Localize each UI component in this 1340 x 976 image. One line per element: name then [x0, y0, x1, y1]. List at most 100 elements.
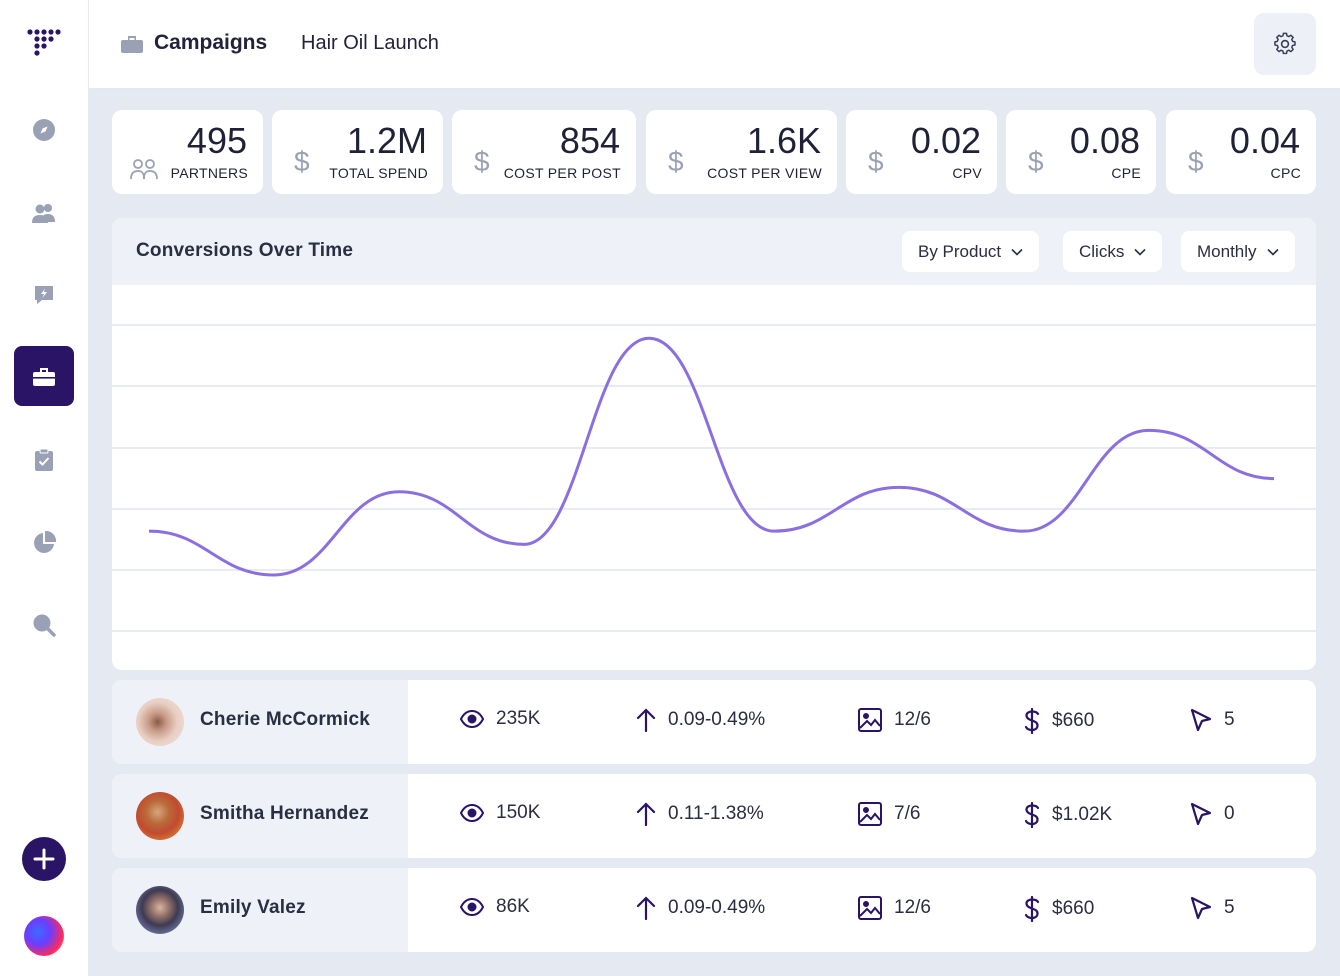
dollar-icon: $ [1188, 146, 1204, 177]
engagement-rate-metric: 0.09-0.49% [636, 896, 765, 920]
posts-metric: 12/6 [858, 896, 931, 920]
stat-label: TOTAL SPEND [329, 165, 428, 181]
nav-tasks[interactable] [29, 445, 59, 475]
stat-value: 0.08 [1069, 120, 1140, 161]
clicks-value: 0 [1224, 803, 1235, 824]
stat-value: 0.02 [910, 120, 981, 161]
posts-value: 7/6 [894, 803, 921, 824]
posts-metric: 7/6 [858, 802, 920, 826]
spend-value: $1.02K [1052, 804, 1113, 825]
partner-row[interactable]: Smitha Hernandez 150K 0.11-1.38% 7/6 $1.… [112, 774, 1316, 858]
nav-campaigns[interactable] [14, 346, 74, 406]
views-metric: 235K [460, 708, 540, 730]
chart-header: Conversions Over Time By Product Clicks … [112, 218, 1316, 285]
chevron-down-icon [1134, 248, 1146, 256]
arrow-up-icon [636, 896, 656, 920]
engagement-rate-metric: 0.09-0.49% [636, 708, 765, 732]
dollar-icon [1024, 708, 1040, 734]
partner-name-cell: Smitha Hernandez [112, 774, 408, 858]
image-icon [858, 708, 882, 732]
dollar-icon: $ [474, 146, 490, 177]
engagement-rate-metric: 0.11-1.38% [636, 802, 764, 826]
stat-label: CPE [1111, 165, 1141, 181]
spend-value: $660 [1052, 710, 1095, 731]
stat-card-cpe: $ 0.08 CPE [1006, 110, 1156, 194]
nav-search[interactable] [29, 610, 59, 640]
stat-card-cost-per-view: $ 1.6K COST PER VIEW [646, 110, 837, 194]
compass-icon [33, 119, 55, 141]
nav-messages[interactable] [29, 280, 59, 310]
posts-value: 12/6 [894, 897, 931, 918]
avatar [136, 792, 184, 840]
stat-card-cpc: $ 0.04 CPC [1166, 110, 1316, 194]
user-avatar[interactable] [24, 916, 64, 956]
nav-analytics[interactable] [29, 528, 59, 558]
views-metric: 150K [460, 802, 540, 824]
posts-metric: 12/6 [858, 708, 931, 732]
add-button[interactable] [22, 837, 66, 881]
settings-button[interactable] [1254, 13, 1316, 75]
nav-partners[interactable] [29, 198, 59, 228]
stat-card-partners: 495 PARTNERS [112, 110, 263, 194]
views-value: 235K [496, 708, 541, 729]
stat-value: 1.2M [346, 120, 427, 161]
cursor-icon [1190, 802, 1212, 826]
dollar-icon: $ [294, 146, 310, 177]
stat-card-cost-per-post: $ 854 COST PER POST [452, 110, 636, 194]
views-metric: 86K [460, 896, 530, 918]
dropdown-label: Monthly [1197, 241, 1257, 261]
nav-explore[interactable] [29, 115, 59, 145]
stat-card-cpv: $ 0.02 CPV [846, 110, 997, 194]
stat-card-total-spend: $ 1.2M TOTAL SPEND [272, 110, 443, 194]
stat-value: 1.6K [746, 120, 821, 161]
main-content: 495 PARTNERS $ 1.2M TOTAL SPEND $ 854 CO… [89, 89, 1340, 976]
briefcase-icon [33, 368, 55, 386]
clicks-value: 5 [1224, 709, 1235, 730]
partner-row[interactable]: Cherie McCormick 235K 0.09-0.49% 12/6 $6… [112, 680, 1316, 764]
stat-label: CPV [952, 165, 982, 181]
stat-value: 495 [186, 120, 247, 161]
arrow-up-icon [636, 802, 656, 826]
views-value: 86K [496, 896, 530, 917]
clicks-value: 5 [1224, 897, 1235, 918]
logo-icon[interactable] [26, 28, 62, 58]
message-bolt-icon [35, 286, 53, 304]
spend-metric: $660 [1024, 896, 1094, 922]
page-title: Campaigns [154, 31, 268, 54]
period-filter-dropdown[interactable]: Monthly [1181, 231, 1295, 272]
image-icon [858, 802, 882, 826]
rate-value: 0.11-1.38% [668, 803, 764, 824]
search-icon [33, 614, 56, 637]
product-filter-dropdown[interactable]: By Product [902, 231, 1040, 272]
series-line [148, 336, 1275, 577]
cursor-icon [1190, 708, 1212, 732]
clicks-metric: 0 [1190, 802, 1235, 826]
partner-name: Smitha Hernandez [200, 803, 369, 824]
partner-name: Emily Valez [200, 897, 306, 918]
users-icon [32, 204, 55, 223]
dollar-icon: $ [1028, 146, 1044, 177]
rate-value: 0.09-0.49% [668, 897, 766, 918]
stat-label: COST PER POST [503, 165, 621, 181]
chevron-down-icon [1266, 248, 1279, 256]
clipboard-check-icon [35, 448, 53, 471]
stat-label: PARTNERS [170, 165, 248, 181]
sidebar [0, 0, 89, 976]
eye-icon [460, 804, 484, 822]
image-icon [858, 896, 882, 920]
spend-metric: $660 [1024, 708, 1094, 734]
clicks-metric: 5 [1190, 708, 1235, 732]
chart-title: Conversions Over Time [136, 240, 354, 261]
dropdown-label: Clicks [1079, 241, 1125, 261]
clicks-metric: 5 [1190, 896, 1235, 920]
campaign-name: Hair Oil Launch [301, 32, 439, 54]
rate-value: 0.09-0.49% [668, 709, 766, 730]
metric-filter-dropdown[interactable]: Clicks [1063, 231, 1163, 272]
eye-icon [460, 898, 484, 916]
cursor-icon [1190, 896, 1212, 920]
top-header: Campaigns Hair Oil Launch [89, 0, 1340, 89]
partner-row[interactable]: Emily Valez 86K 0.09-0.49% 12/6 $660 5 [112, 868, 1316, 952]
arrow-up-icon [636, 708, 656, 732]
posts-value: 12/6 [894, 709, 931, 730]
stat-label: COST PER VIEW [707, 165, 822, 181]
